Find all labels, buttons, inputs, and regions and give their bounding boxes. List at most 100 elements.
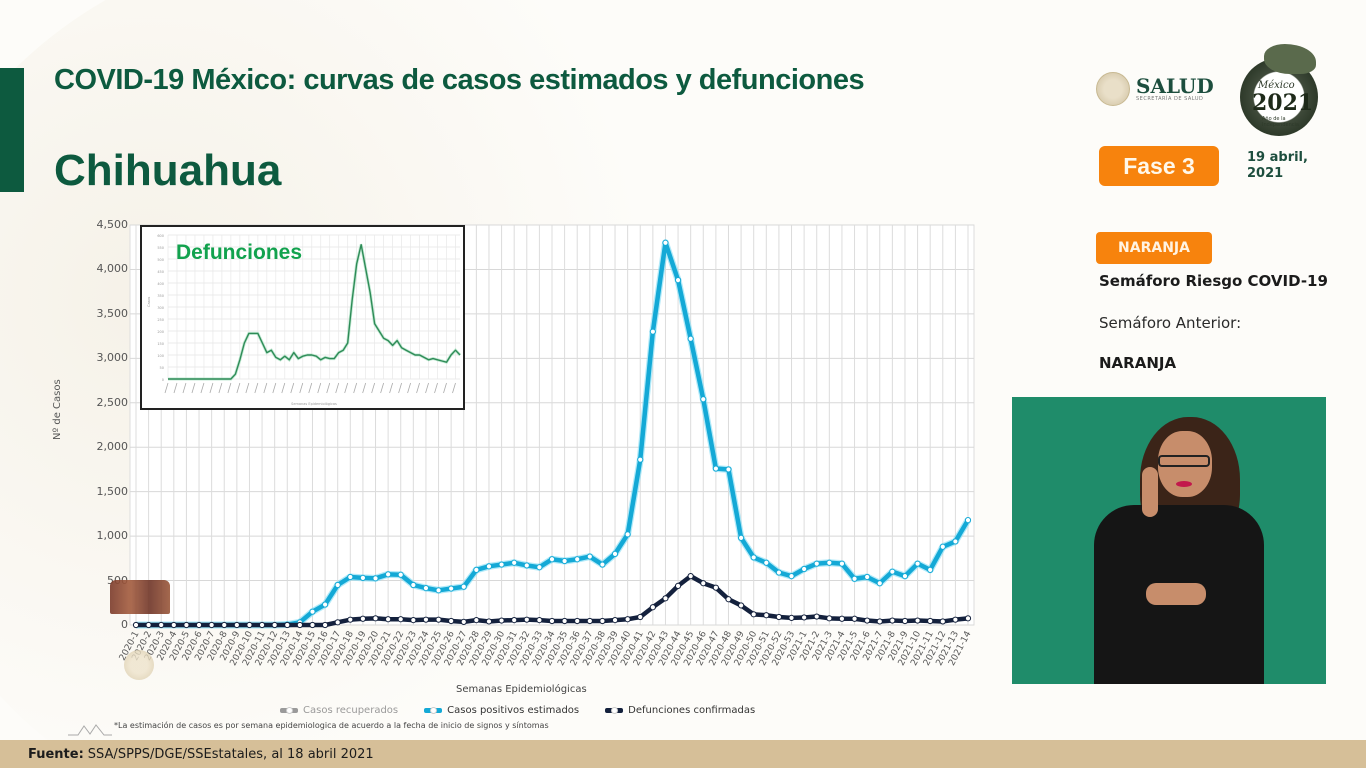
data-point xyxy=(737,602,745,609)
data-point xyxy=(385,616,392,623)
data-point xyxy=(725,596,732,603)
data-point xyxy=(700,396,707,403)
clasped-hands xyxy=(1146,583,1206,605)
data-point xyxy=(586,553,593,560)
data-point xyxy=(763,612,770,619)
data-point xyxy=(208,621,215,629)
data-point xyxy=(864,617,871,624)
watermark-seal-icon xyxy=(124,650,154,680)
data-point xyxy=(485,618,493,625)
data-point xyxy=(473,617,480,624)
data-point xyxy=(876,618,883,625)
semaforo-status-badge: NARANJA xyxy=(1096,232,1212,264)
page-title: COVID-19 México: curvas de casos estimad… xyxy=(54,64,865,96)
data-point xyxy=(372,615,379,622)
legend-label-recovered: Casos recuperados xyxy=(303,705,399,716)
data-point xyxy=(397,571,404,578)
legend-item-recovered: Casos recuperados xyxy=(280,705,398,716)
report-date: 19 abril, 2021 xyxy=(1247,150,1308,182)
data-point xyxy=(876,580,883,587)
data-point xyxy=(851,575,858,582)
data-point xyxy=(498,561,505,568)
data-point xyxy=(775,569,783,576)
source-text: SSA/SPPS/DGE/SSEstatales, al 18 abril 20… xyxy=(87,746,374,762)
logo-text-year: 2021 xyxy=(1252,90,1314,116)
data-point xyxy=(448,617,455,625)
inset-series-line xyxy=(168,243,461,380)
legend-label-deaths: Defunciones confirmadas xyxy=(628,705,756,716)
chart-footnote: *La estimación de casos es por semana ep… xyxy=(114,721,549,730)
data-point xyxy=(548,617,556,625)
data-point xyxy=(410,581,417,589)
data-point xyxy=(359,615,367,622)
data-point xyxy=(712,465,719,472)
inset-chart-title: Defunciones xyxy=(176,241,303,264)
data-point xyxy=(725,466,732,473)
data-point xyxy=(838,615,846,622)
semaforo-previous-label: Semáforo Anterior: xyxy=(1099,314,1242,332)
y-tick-label: 3,500 xyxy=(96,306,129,320)
data-point xyxy=(964,615,972,622)
svg-text:250: 250 xyxy=(157,318,164,322)
data-point xyxy=(901,573,909,580)
data-point xyxy=(662,239,669,246)
data-point xyxy=(385,571,392,578)
legend-swatch-deaths xyxy=(605,706,624,714)
y-tick-label: 2,000 xyxy=(96,440,129,454)
data-point xyxy=(788,614,795,621)
data-point xyxy=(422,585,430,592)
svg-text:Semanas Epidemiológicas: Semanas Epidemiológicas xyxy=(291,402,337,406)
data-point xyxy=(258,621,266,629)
y-tick-label: 3,000 xyxy=(96,351,129,365)
data-point xyxy=(372,575,379,582)
mountain-mark-icon xyxy=(68,724,112,736)
deaths-inset-chart: 0 50 100 150 200 250 300 350 400 450 500 550 600 Caso… xyxy=(140,225,465,410)
data-point xyxy=(321,601,329,608)
y-tick-label: 1,000 xyxy=(96,529,129,543)
legend-swatch-recovered xyxy=(280,706,298,714)
data-point xyxy=(586,617,593,625)
y-tick-label: 4,000 xyxy=(96,262,129,276)
data-point xyxy=(927,566,934,573)
data-point xyxy=(296,621,303,629)
source-label: Fuente: xyxy=(28,746,84,762)
data-point xyxy=(359,574,367,581)
chart-legend: Casos recuperados Casos positivos estima… xyxy=(280,705,755,716)
data-point xyxy=(838,560,846,567)
main-chart: 05001,0001,5002,0002,5003,0003,5004,0004… xyxy=(52,218,975,736)
data-point xyxy=(687,573,694,580)
interpreter-lips xyxy=(1176,481,1192,487)
data-point xyxy=(750,554,757,561)
data-point xyxy=(183,621,190,629)
data-point xyxy=(523,616,530,623)
data-point xyxy=(624,531,631,538)
data-point xyxy=(649,604,656,611)
data-point xyxy=(397,616,404,623)
mexico-2021-logo: México 2021 Año de la Independencia xyxy=(1240,44,1322,136)
data-point xyxy=(435,587,442,594)
state-name: Chihuahua xyxy=(54,146,282,195)
data-point xyxy=(511,617,518,624)
legend-swatch-estimated xyxy=(424,706,443,714)
source-footer: Fuente: SSA/SPPS/DGE/SSEstatales, al 18 … xyxy=(0,740,1366,768)
independence-heroes-graphic xyxy=(110,580,170,614)
data-point xyxy=(700,580,707,587)
data-point xyxy=(309,621,316,629)
data-point xyxy=(422,616,430,623)
svg-text:550: 550 xyxy=(157,246,164,250)
data-point xyxy=(574,556,581,563)
data-point xyxy=(347,573,354,581)
svg-text:200: 200 xyxy=(157,330,164,334)
y-tick-label: 0 xyxy=(121,618,128,631)
data-point xyxy=(485,563,493,570)
data-point xyxy=(826,615,833,622)
data-point xyxy=(687,335,694,342)
data-point xyxy=(662,595,669,602)
serpent-head-icon xyxy=(1264,44,1316,74)
data-point xyxy=(801,565,808,573)
data-point xyxy=(952,538,959,545)
data-point xyxy=(674,277,682,284)
data-point xyxy=(964,517,972,524)
legend-label-estimated: Casos positivos estimados xyxy=(447,705,580,716)
svg-text:50: 50 xyxy=(160,366,164,370)
